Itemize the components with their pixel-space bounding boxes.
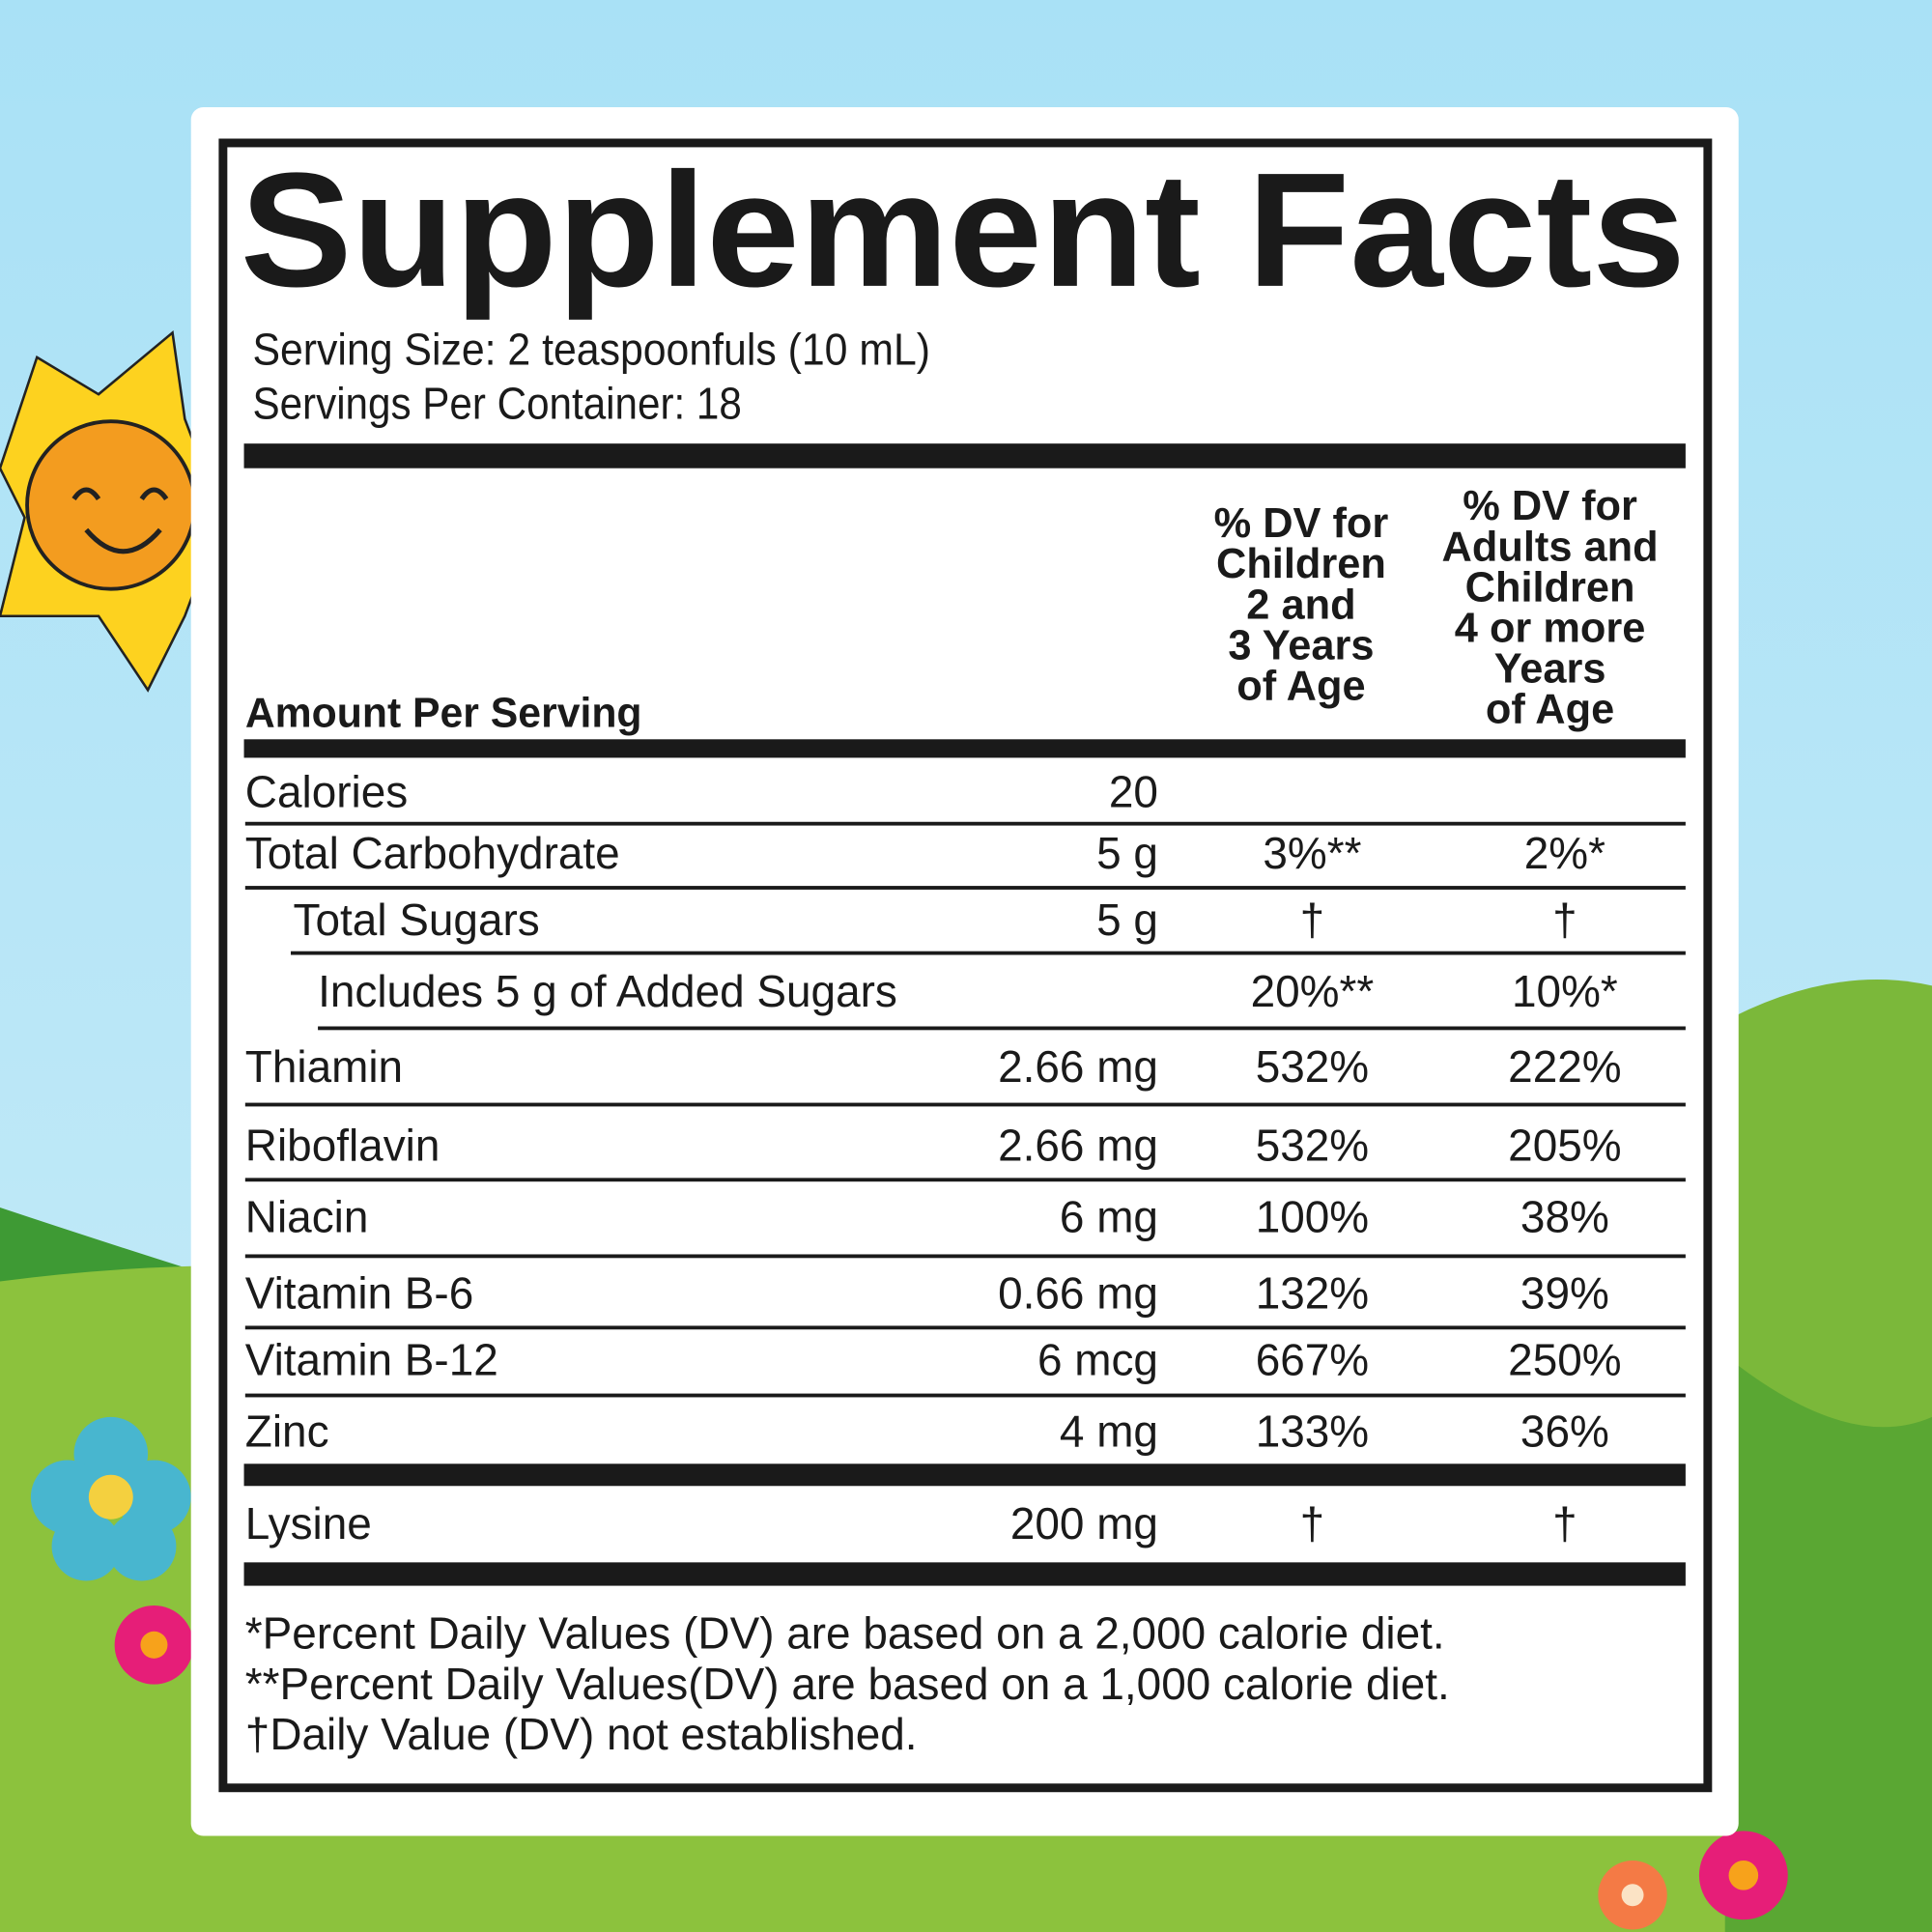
column-header: Adults and: [1442, 524, 1659, 570]
nutrient-name: Vitamin B-6: [245, 1268, 473, 1319]
amount: 4 mg: [1060, 1406, 1158, 1456]
sun: [0, 329, 223, 693]
rule-thin: [244, 1325, 1686, 1330]
dv-children: 532%: [1256, 1121, 1369, 1171]
dv-adults: 2%*: [1524, 828, 1605, 878]
nutrient-name: Total Carbohydrate: [245, 828, 620, 878]
nutrient-name: Lysine: [245, 1498, 372, 1548]
dv-adults: 222%: [1508, 1041, 1621, 1092]
column-header: % DV for: [1463, 483, 1637, 529]
dv-adults: †: [1552, 1498, 1577, 1548]
rule-thin: [244, 821, 1686, 826]
hill-right: [1700, 980, 1932, 1479]
amount: 5 g: [1096, 828, 1158, 878]
dv-children: 532%: [1256, 1041, 1369, 1092]
dv-adults: 205%: [1508, 1121, 1621, 1171]
amount: 2.66 mg: [998, 1041, 1158, 1092]
amount: 6 mg: [1060, 1192, 1158, 1242]
nutrient-name: Thiamin: [245, 1041, 403, 1092]
rule-thick: [243, 443, 1686, 469]
dv-adults: 10%*: [1512, 966, 1618, 1016]
dv-children: 132%: [1256, 1268, 1369, 1319]
column-header: 3 Years: [1228, 622, 1374, 668]
dv-children: 20%**: [1251, 966, 1375, 1016]
column-header: 2 and: [1246, 582, 1355, 628]
footnote: **Percent Daily Values(DV) are based on …: [245, 1659, 1450, 1709]
rule-thin: [318, 1026, 1686, 1031]
rule-thin: [244, 886, 1686, 890]
amount: 0.66 mg: [998, 1268, 1158, 1319]
nutrient-name: Zinc: [245, 1406, 329, 1456]
dv-children: 133%: [1256, 1406, 1369, 1456]
amount: 5 g: [1096, 895, 1158, 945]
rule-thick: [243, 1562, 1686, 1586]
nutrient-name: Includes 5 g of Added Sugars: [318, 966, 897, 1016]
column-header: % DV for: [1214, 500, 1389, 547]
label-border: [218, 138, 1713, 1793]
dv-children: 667%: [1256, 1334, 1369, 1384]
nutrient-name: Riboflavin: [245, 1121, 440, 1171]
flower-blue: [30, 1416, 191, 1581]
dv-adults: 36%: [1520, 1406, 1609, 1456]
label-card: [190, 106, 1739, 1836]
nutrient-name: Vitamin B-12: [245, 1334, 498, 1384]
rule-thin: [244, 1393, 1686, 1398]
hill-right-dark: [1724, 1355, 1932, 1932]
nutrient-name: Niacin: [245, 1192, 369, 1242]
serving-size: Serving Size: 2 teaspoonfuls (10 mL): [252, 325, 930, 375]
column-header: of Age: [1236, 663, 1365, 709]
flower-pink: [114, 1605, 1788, 1930]
column-header: Years: [1494, 646, 1606, 693]
rule-thin: [244, 1178, 1686, 1182]
column-header: of Age: [1486, 687, 1614, 733]
amount-header: Amount Per Serving: [245, 691, 642, 737]
amount: 20: [1109, 766, 1158, 816]
dv-children: †: [1300, 1498, 1325, 1548]
amount: 6 mcg: [1037, 1334, 1158, 1384]
nutrient-name: Total Sugars: [294, 895, 540, 945]
nutrient-name: Calories: [245, 766, 408, 816]
dv-adults: 39%: [1520, 1268, 1609, 1319]
dv-adults: 38%: [1520, 1192, 1609, 1242]
rule-thin: [244, 1102, 1686, 1107]
rule-thin: [291, 951, 1686, 955]
dv-children: 3%**: [1263, 828, 1361, 878]
dv-adults: †: [1552, 895, 1577, 945]
dv-children: 100%: [1256, 1192, 1369, 1242]
dv-children: †: [1300, 895, 1325, 945]
column-header: 4 or more: [1455, 606, 1646, 652]
column-header: Children: [1216, 541, 1386, 587]
amount: 200 mg: [1010, 1498, 1158, 1548]
dv-adults: 250%: [1508, 1334, 1621, 1384]
amount: 2.66 mg: [998, 1121, 1158, 1171]
rule-thick: [243, 1463, 1686, 1487]
footnote: *Percent Daily Values (DV) are based on …: [245, 1608, 1445, 1659]
title: Supplement Facts: [241, 139, 1686, 321]
servings-per-container: Servings Per Container: 18: [252, 379, 741, 429]
footnote: †Daily Value (DV) not established.: [245, 1709, 918, 1759]
column-header: Children: [1465, 564, 1635, 611]
rule-thick: [243, 739, 1686, 758]
rule-thin: [244, 1254, 1686, 1259]
